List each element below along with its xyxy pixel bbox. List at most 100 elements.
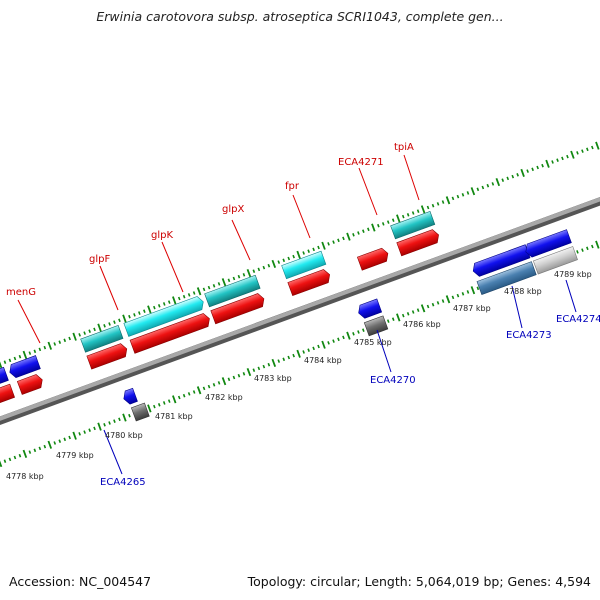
gene-feature-ECA4274[interactable] — [523, 229, 572, 259]
cds-feature-ECA4265[interactable] — [130, 402, 150, 422]
gene-feature-glpK[interactable] — [129, 312, 212, 354]
minor-tick — [401, 214, 405, 219]
minor-tick — [352, 332, 355, 336]
minor-tick — [332, 339, 335, 343]
minor-tick — [581, 149, 584, 153]
minor-tick — [461, 193, 465, 197]
minor-tick — [431, 302, 435, 307]
major-tick — [445, 295, 451, 304]
cds-feature-tpiA[interactable] — [390, 210, 436, 240]
minor-tick — [78, 432, 81, 436]
minor-tick — [312, 247, 315, 252]
minor-tick — [362, 328, 365, 332]
minor-tick — [227, 278, 231, 283]
major-tick — [122, 314, 127, 323]
minor-tick — [78, 333, 81, 337]
minor-tick — [391, 218, 395, 222]
gene-label-ECA4274[interactable]: ECA4274 — [556, 314, 600, 325]
minor-tick — [53, 441, 57, 445]
major-tick — [221, 278, 227, 287]
minor-tick — [377, 223, 380, 228]
minor-tick — [88, 428, 91, 432]
major-tick — [296, 250, 301, 259]
minor-tick — [426, 304, 430, 309]
minor-tick — [43, 444, 47, 449]
major-tick — [172, 395, 177, 404]
major-tick — [346, 232, 351, 241]
minor-tick — [456, 194, 460, 199]
gene-feature-left-edge-blue[interactable] — [0, 366, 9, 396]
gene-label-glpK[interactable]: glpK — [151, 230, 173, 241]
minor-tick — [441, 200, 445, 204]
gene-feature-menG-fwd[interactable] — [16, 373, 44, 395]
major-tick — [147, 305, 152, 314]
gene-label-menG[interactable]: menG — [6, 287, 36, 298]
minor-tick — [357, 231, 360, 235]
minor-tick — [108, 421, 111, 425]
minor-tick — [232, 375, 236, 380]
cds-feature-ECA4270[interactable] — [363, 315, 389, 337]
minor-tick — [327, 341, 330, 345]
minor-tick — [252, 368, 256, 372]
callout-line-glpK — [161, 241, 184, 293]
scale-label-4780: 4780 kbp — [105, 431, 143, 440]
minor-tick — [406, 312, 410, 316]
scale-label-4782: 4782 kbp — [205, 393, 243, 402]
minor-tick — [357, 330, 360, 334]
gene-label-ECA4270[interactable]: ECA4270 — [370, 375, 416, 386]
minor-tick — [367, 227, 370, 232]
minor-tick — [436, 202, 440, 206]
minor-tick — [292, 254, 295, 259]
minor-tick — [217, 282, 221, 286]
minor-tick — [138, 311, 141, 315]
major-tick — [420, 205, 426, 214]
minor-tick — [182, 294, 186, 299]
minor-tick — [242, 273, 246, 277]
gene-label-fpr[interactable]: fpr — [285, 181, 300, 192]
gene-feature-left-edge-red[interactable] — [0, 383, 16, 413]
cds-feature-fpr[interactable] — [281, 250, 327, 280]
gene-label-tpiA[interactable]: tpiA — [394, 142, 414, 153]
cds-feature-ECA4273[interactable] — [476, 261, 537, 296]
minor-tick — [8, 457, 12, 462]
cds-feature-ECA4274[interactable] — [532, 246, 578, 275]
minor-tick — [93, 426, 96, 431]
gene-label-ECA4271[interactable]: ECA4271 — [338, 157, 384, 168]
gene-feature-ECA4270[interactable] — [356, 298, 383, 320]
minor-tick — [282, 258, 286, 263]
gene-feature-glpF[interactable] — [86, 342, 129, 370]
cds-feature-glpK[interactable] — [123, 295, 206, 337]
major-tick — [420, 304, 426, 313]
gene-feature-fpr[interactable] — [287, 268, 332, 297]
gene-feature-ECA4265[interactable] — [121, 387, 138, 405]
major-tick — [172, 296, 177, 305]
minor-tick — [133, 313, 136, 317]
major-tick — [296, 349, 301, 358]
minor-tick — [426, 205, 430, 210]
scale-label-4781: 4781 kbp — [155, 412, 193, 421]
gene-feature-glpX[interactable] — [210, 292, 267, 325]
minor-tick — [262, 364, 266, 369]
cds-feature-glpF[interactable] — [80, 324, 124, 353]
gene-label-ECA4265[interactable]: ECA4265 — [100, 477, 146, 488]
callout-line-ECA4273 — [511, 285, 523, 329]
major-tick — [196, 386, 202, 395]
cds-feature-glpX[interactable] — [204, 274, 261, 308]
minor-tick — [162, 302, 166, 306]
major-tick — [0, 361, 3, 369]
gene-label-ECA4273[interactable]: ECA4273 — [506, 330, 552, 341]
gene-label-glpF[interactable]: glpF — [89, 254, 110, 265]
minor-tick — [237, 373, 241, 378]
minor-tick — [292, 353, 295, 358]
minor-tick — [526, 169, 529, 173]
gene-feature-ECA4271[interactable] — [356, 247, 390, 271]
minor-tick — [38, 347, 42, 352]
minor-tick — [362, 229, 365, 233]
gene-feature-tpiA[interactable] — [396, 228, 441, 257]
minor-tick — [207, 285, 211, 290]
gene-feature-menG[interactable] — [7, 355, 41, 379]
gene-label-glpX[interactable]: glpX — [222, 204, 244, 215]
gene-feature-ECA4273[interactable] — [471, 244, 531, 278]
scale-label-4779: 4779 kbp — [56, 451, 94, 460]
